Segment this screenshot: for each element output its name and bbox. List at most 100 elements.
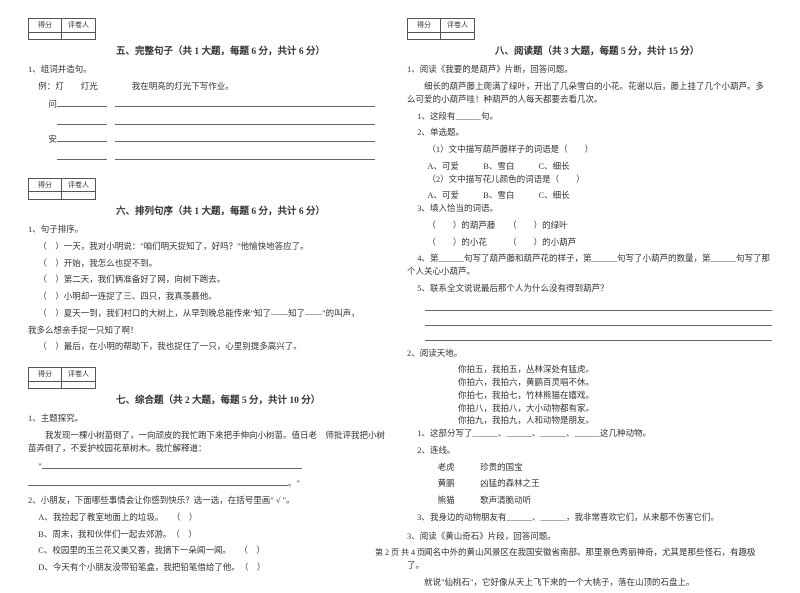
- opt-a[interactable]: A、可爱: [427, 189, 459, 202]
- q8-1-3-row2: （ ）的小花 （ ）的小葫芦: [407, 236, 772, 249]
- answer-line[interactable]: [425, 299, 772, 311]
- opt-b[interactable]: B、雪白: [483, 160, 514, 173]
- poem-line: 你拍五，我拍五，丛林深处有猛虎。: [407, 363, 772, 376]
- blank[interactable]: [57, 97, 107, 107]
- opt-c[interactable]: C、细长: [538, 189, 569, 202]
- cell: （ ）的小花: [427, 237, 487, 247]
- q7-2-d: D、今天有个小朋友没带铅笔盒，我把铅笔借给了他。 （ ）: [28, 561, 393, 574]
- score-label: 得分: [29, 19, 61, 33]
- score-box: 得分 评卷人: [28, 18, 96, 40]
- blank[interactable]: [57, 150, 107, 160]
- q5-1-example: 例：灯 灯光 我在明亮的灯光下写作业。: [28, 80, 393, 93]
- page-columns: 得分 评卷人 五、完整句子（共 1 大题，每题 6 分，共计 6 分） 1、组词…: [28, 18, 772, 528]
- answer-line[interactable]: [425, 314, 772, 326]
- q8-3: 3、阅读《黄山奇石》片段，回答问题。: [407, 530, 772, 543]
- right-column: 得分 评卷人 八、阅读题（共 3 大题，每题 5 分，共计 15 分） 1、阅读…: [407, 18, 772, 528]
- score-label: 得分: [29, 368, 61, 382]
- q6-seq-3: （ ）小明却一连捉了三、四只，我真羡慕他。: [28, 290, 393, 303]
- cell: （ ）的葫芦藤: [427, 220, 495, 230]
- quote-close: 。": [288, 478, 300, 488]
- match-right: 珍贵的国宝: [480, 462, 523, 472]
- section-title-6: 六、排列句序（共 1 大题，每题 6 分，共计 6 分）: [28, 205, 393, 219]
- q7-1: 1、主题探究。: [28, 412, 393, 425]
- left-column: 得分 评卷人 五、完整句子（共 1 大题，每题 6 分，共计 6 分） 1、组词…: [28, 18, 393, 528]
- opt-a[interactable]: A、可爱: [427, 160, 459, 173]
- cell: （ ）的小葫芦: [512, 237, 576, 247]
- grader-label: 评卷人: [62, 368, 95, 382]
- q6-seq-1: （ ）开始，我怎么也捉不到。: [28, 257, 393, 270]
- match-row: 熊猫 歌声清脆动听: [407, 494, 772, 507]
- section-8: 得分 评卷人 八、阅读题（共 3 大题，每题 5 分，共计 15 分） 1、阅读…: [407, 18, 772, 593]
- blank[interactable]: [42, 459, 302, 469]
- q5-1-row-b: [28, 115, 393, 129]
- q5-1-row-a: 问: [28, 97, 393, 111]
- q8-2-1: 1、这部分写了______、______、______、______这几种动物。: [407, 427, 772, 440]
- blank[interactable]: [115, 132, 375, 142]
- match-right: 歌声清脆动听: [480, 495, 531, 505]
- cell: （ ）的绿叶: [512, 220, 567, 230]
- q8-1-1: 1、这段有______句。: [407, 110, 772, 123]
- q6-seq-4: （ ）夏天一到，我们村口的大树上，从早到晚总能传来"知了——知了——"的叫声，: [28, 307, 393, 320]
- section-title-8: 八、阅读题（共 3 大题，每题 5 分，共计 15 分）: [407, 45, 772, 59]
- match-right: 凶猛的森林之王: [480, 478, 540, 488]
- q6-head: 1、句子排序。: [28, 223, 393, 236]
- q5-1-row-d: [28, 150, 393, 164]
- q8-1-2: 2、单选题。: [407, 126, 772, 139]
- q8-1-2a-opts: A、可爱 B、雪白 C、细长: [407, 160, 772, 173]
- answer-line[interactable]: [425, 329, 772, 341]
- q5-1: 1、组词并造句。: [28, 63, 393, 76]
- blank[interactable]: [115, 115, 375, 125]
- section-title-7: 七、综合题（共 2 大题，每题 5 分，共计 10 分）: [28, 394, 393, 408]
- q8-1-passage: 细长的葫芦藤上爬满了绿叶，开出了几朵雪白的小花。花谢以后，藤上挂了几个小葫芦。多…: [407, 80, 772, 106]
- q8-1: 1、阅读《我要的是葫芦》片断，回答问题。: [407, 63, 772, 76]
- score-label: 得分: [29, 179, 61, 193]
- blank[interactable]: [28, 476, 288, 486]
- score-label: 得分: [408, 19, 440, 33]
- score-box: 得分 评卷人: [407, 18, 475, 40]
- q6-seq-tail: 我多么想亲手捉一只知了啊！: [28, 324, 393, 337]
- blank[interactable]: [115, 150, 375, 160]
- section-5: 得分 评卷人 五、完整句子（共 1 大题，每题 6 分，共计 6 分） 1、组词…: [28, 18, 393, 168]
- match-left: 黄鹂: [438, 478, 455, 488]
- opt-b[interactable]: B、雪白: [483, 189, 514, 202]
- score-box: 得分 评卷人: [28, 367, 96, 389]
- page-footer: 第 2 页 共 4 页: [0, 547, 800, 559]
- match-row: 黄鹂 凶猛的森林之王: [407, 477, 772, 490]
- match-left: 熊猫: [438, 495, 455, 505]
- grader-label: 评卷人: [62, 19, 95, 33]
- grader-label: 评卷人: [441, 19, 474, 33]
- section-title-5: 五、完整句子（共 1 大题，每题 6 分，共计 6 分）: [28, 45, 393, 59]
- q7-1-answer2: 。": [28, 476, 393, 490]
- q5-1-row-c: 安: [28, 132, 393, 146]
- q8-1-4: 4、第______句写了葫芦藤和葫芦花的样子，第______句写了小葫芦的数量，…: [407, 252, 772, 278]
- q8-1-2b: （2）文中描写花儿颜色的词语是（ ）: [407, 173, 772, 186]
- q8-1-2b-opts: A、可爱 B、雪白 C、细长: [407, 189, 772, 202]
- q7-1-body: 我发现一棵小树苗倒了，一向顽皮的我忙跑下来把手伸向小树苗。值日老 师批评我把小树…: [28, 429, 393, 455]
- poem-line: 你拍七，我拍七，竹林熊猫在嬉戏。: [407, 389, 772, 402]
- match-left: 老虎: [438, 462, 455, 472]
- score-box: 得分 评卷人: [28, 178, 96, 200]
- poem-line: 你拍九，我拍九，人和动物是朋友。: [407, 414, 772, 427]
- section-6: 得分 评卷人 六、排列句序（共 1 大题，每题 6 分，共计 6 分） 1、句子…: [28, 178, 393, 357]
- blank[interactable]: [57, 132, 107, 142]
- q6-seq-2: （ ）第二天，我们俩准备好了网，向树下跑去。: [28, 273, 393, 286]
- q8-2: 2、阅读天地。: [407, 347, 772, 360]
- q8-1-3: 3、填入恰当的词语。: [407, 202, 772, 215]
- q7-1-answer: ": [28, 459, 393, 473]
- q7-2-a: A、我捡起了教室地面上的垃圾。 （ ）: [28, 511, 393, 524]
- poem-line: 你拍八，我拍八，大小动物都有家。: [407, 402, 772, 415]
- q7-2-b: B、周末，我和伙伴们一起去郊游。 （ ）: [28, 528, 393, 541]
- blank[interactable]: [115, 97, 375, 107]
- match-row: 老虎 珍贵的国宝: [407, 461, 772, 474]
- q8-3-body2: 就说"仙桃石"，它好像从天上飞下来的一个大桃子，落在山顶的石盘上。: [407, 576, 772, 589]
- q6-seq-0: （ ）一天，我对小明说："咱们明天捉知了，好吗？"他愉快地答应了。: [28, 240, 393, 253]
- q8-1-5: 5、联系全文说说最后那个人为什么没有得到葫芦？: [407, 282, 772, 295]
- q8-1-3-row1: （ ）的葫芦藤 （ ）的绿叶: [407, 219, 772, 232]
- char: 安: [48, 134, 57, 144]
- blank[interactable]: [57, 115, 107, 125]
- q8-2-2: 2、连线。: [407, 444, 772, 457]
- grader-label: 评卷人: [62, 179, 95, 193]
- q8-1-2a: （1）文中描写葫芦藤样子的词语是（ ）: [407, 143, 772, 156]
- opt-c[interactable]: C、细长: [538, 160, 569, 173]
- char: 问: [48, 99, 57, 109]
